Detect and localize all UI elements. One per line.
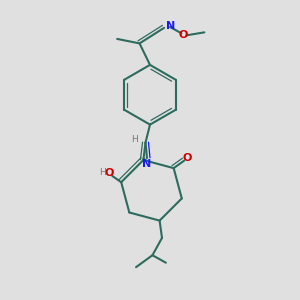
Text: O: O <box>179 30 188 40</box>
Text: H: H <box>99 168 106 177</box>
Text: N: N <box>142 159 151 169</box>
Text: N: N <box>166 21 176 32</box>
Text: O: O <box>105 168 114 178</box>
Text: H: H <box>131 135 138 144</box>
Text: O: O <box>183 153 192 163</box>
